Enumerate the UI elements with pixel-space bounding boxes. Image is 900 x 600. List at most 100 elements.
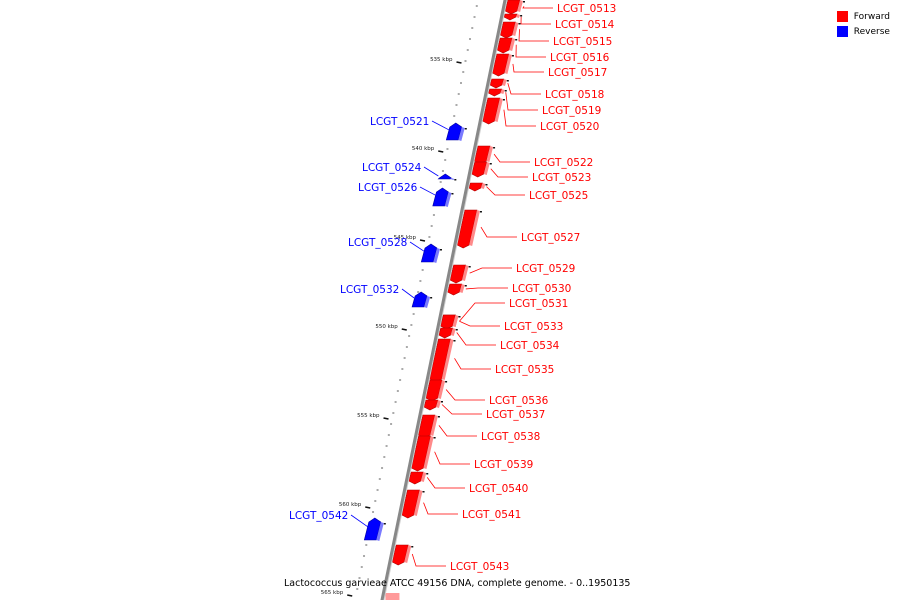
gene-label-LCGT_0527[interactable]: LCGT_0527 xyxy=(521,232,580,244)
connector-LCGT_0518 xyxy=(507,82,541,95)
gene-label-LCGT_0522[interactable]: LCGT_0522 xyxy=(534,157,593,169)
connector-LCGT_0536 xyxy=(445,389,485,401)
gene-label-LCGT_0535[interactable]: LCGT_0535 xyxy=(495,364,554,376)
connector-LCGT_0516 xyxy=(515,44,546,58)
gene-label-LCGT_0532[interactable]: LCGT_0532 xyxy=(340,284,399,296)
connector-LCGT_0521 xyxy=(431,120,449,131)
connector-LCGT_0541 xyxy=(423,502,458,515)
connector-LCGT_0514 xyxy=(520,16,551,25)
gene-feature-LCGT_0523 xyxy=(471,161,492,178)
label-connectors xyxy=(350,6,553,567)
major-tick: 565 kbp xyxy=(321,590,353,597)
gene-label-LCGT_0529[interactable]: LCGT_0529 xyxy=(516,263,575,275)
gene-label-LCGT_0523[interactable]: LCGT_0523 xyxy=(532,172,591,184)
gene-feature-LCGT_0539 xyxy=(411,435,436,472)
legend: Forward Reverse xyxy=(836,9,890,39)
gene-feature-LCGT_0533 xyxy=(440,314,461,330)
gene-feature-LCGT_0536 xyxy=(425,379,448,402)
gene-label-LCGT_0525[interactable]: LCGT_0525 xyxy=(529,190,588,202)
connector-LCGT_0513 xyxy=(522,6,553,9)
gene-label-LCGT_0538[interactable]: LCGT_0538 xyxy=(481,431,540,443)
gene-label-LCGT_0543[interactable]: LCGT_0543 xyxy=(450,561,509,573)
connector-LCGT_0540 xyxy=(426,477,465,489)
connector-LCGT_0517 xyxy=(512,63,544,73)
gene-label-LCGT_0541[interactable]: LCGT_0541 xyxy=(462,509,521,521)
gene-label-LCGT_0515[interactable]: LCGT_0515 xyxy=(553,36,612,48)
gene-feature-LCGT_0524 xyxy=(437,173,457,181)
tick-label: 545 kbp xyxy=(394,235,417,241)
connector-LCGT_0537 xyxy=(441,404,482,415)
gene-label-LCGT_0530[interactable]: LCGT_0530 xyxy=(512,283,571,295)
gene-label-LCGT_0517[interactable]: LCGT_0517 xyxy=(548,67,607,79)
gene-label-LCGT_0513[interactable]: LCGT_0513 xyxy=(557,3,616,15)
connector-LCGT_0529 xyxy=(469,267,512,274)
legend-item-reverse: Reverse xyxy=(836,24,890,39)
major-tick: 550 kbp xyxy=(375,324,407,331)
gene-label-LCGT_0539[interactable]: LCGT_0539 xyxy=(474,459,533,471)
gene-label-LCGT_0536[interactable]: LCGT_0536 xyxy=(489,395,549,407)
tick-label: 550 kbp xyxy=(375,324,398,330)
gene-label-LCGT_0534[interactable]: LCGT_0534 xyxy=(500,340,560,352)
gene-feature-LCGT_0522 xyxy=(474,145,496,165)
gene-labels: LCGT_0513 LCGT_0514 LCGT_0515 LCGT_0516 LCGT… xyxy=(289,3,616,573)
gene-label-LCGT_0540[interactable]: LCGT_0540 xyxy=(469,483,528,495)
connector-LCGT_0527 xyxy=(480,226,517,238)
gene-label-LCGT_0519[interactable]: LCGT_0519 xyxy=(542,105,601,117)
gene-feature-LCGT_0516 xyxy=(496,37,518,54)
backbone-line xyxy=(380,0,507,600)
genome-backbone xyxy=(380,0,508,600)
connector-LCGT_0522 xyxy=(493,153,530,163)
gene-label-LCGT_0516[interactable]: LCGT_0516 xyxy=(550,52,610,64)
major-tick: 545 kbp xyxy=(394,235,426,242)
gene-label-LCGT_0537[interactable]: LCGT_0537 xyxy=(486,409,545,421)
connector-LCGT_0515 xyxy=(518,29,549,42)
connector-LCGT_0523 xyxy=(490,168,528,178)
gene-features xyxy=(363,0,525,600)
tick-label: 555 kbp xyxy=(357,413,380,419)
gene-label-LCGT_0533[interactable]: LCGT_0533 xyxy=(504,321,563,333)
connector-LCGT_0535 xyxy=(454,358,491,370)
connector-LCGT_0530 xyxy=(465,287,508,290)
connector-LCGT_0539 xyxy=(434,451,470,465)
gene-label-LCGT_0528[interactable]: LCGT_0528 xyxy=(348,237,407,249)
connector-LCGT_0543 xyxy=(411,553,446,567)
gene-feature-LCGT_0537 xyxy=(423,399,443,411)
map-caption: Lactococcus garvieae ATCC 49156 DNA, com… xyxy=(284,578,631,589)
gene-feature-LCGT_0543 xyxy=(391,544,414,566)
reverse-swatch xyxy=(836,26,848,37)
gene-feature-LCGT_0519 xyxy=(487,88,507,97)
gene-feature-LCGT_0540 xyxy=(408,471,429,485)
gene-label-LCGT_0531[interactable]: LCGT_0531 xyxy=(509,298,568,310)
gene-label-LCGT_0526[interactable]: LCGT_0526 xyxy=(358,182,418,194)
connector-LCGT_0542 xyxy=(350,514,369,528)
major-tick: 555 kbp xyxy=(357,413,389,420)
connector-LCGT_0528 xyxy=(409,241,425,252)
gene-feature-LCGT_0529 xyxy=(449,264,471,284)
connector-LCGT_0526 xyxy=(419,186,436,196)
gene-feature-LCGT_0521 xyxy=(445,122,467,141)
forward-swatch xyxy=(836,11,848,22)
gene-feature-LCGT_0518 xyxy=(489,78,509,89)
major-tick: 560 kbp xyxy=(339,502,371,509)
gene-feature-LCGT_0532 xyxy=(411,291,433,308)
connector-LCGT_0525 xyxy=(486,186,525,196)
gene-label-LCGT_0542[interactable]: LCGT_0542 xyxy=(289,510,348,522)
connector-LCGT_0534 xyxy=(456,332,496,346)
gene-label-LCGT_0514[interactable]: LCGT_0514 xyxy=(555,19,615,31)
tick-label: 540 kbp xyxy=(412,146,435,152)
connector-LCGT_0519 xyxy=(505,92,538,111)
legend-item-forward: Forward xyxy=(836,9,890,24)
gene-feature-partial xyxy=(385,593,400,600)
gene-label-LCGT_0524[interactable]: LCGT_0524 xyxy=(362,162,422,174)
gene-feature-LCGT_0520 xyxy=(482,97,505,125)
gene-feature-LCGT_0534 xyxy=(438,327,458,339)
gene-feature-LCGT_0528 xyxy=(420,243,442,263)
gene-label-LCGT_0521[interactable]: LCGT_0521 xyxy=(370,116,429,128)
gene-label-LCGT_0518[interactable]: LCGT_0518 xyxy=(545,89,604,101)
connector-LCGT_0520 xyxy=(503,109,536,127)
major-tick: 535 kbp xyxy=(430,57,462,64)
gene-label-LCGT_0520[interactable]: LCGT_0520 xyxy=(540,121,599,133)
major-tick: 540 kbp xyxy=(412,146,444,153)
connector-LCGT_0533 xyxy=(459,320,500,327)
